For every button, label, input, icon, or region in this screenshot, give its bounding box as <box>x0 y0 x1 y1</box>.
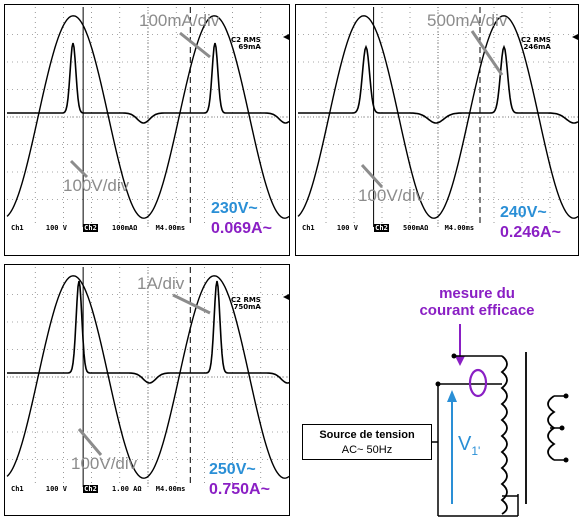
current-scale-label: 1A/div <box>137 274 185 293</box>
voltage-source-box: Source de tension AC~ 50Hz <box>302 424 432 460</box>
probe-pointer-arrowhead <box>455 356 465 366</box>
current-trace <box>298 44 579 124</box>
status-bar: Ch1 100 V Ch2 1.00 AΩ M4.00ms <box>11 485 186 493</box>
scope-screen-1 <box>6 7 290 227</box>
current-trace <box>7 42 290 124</box>
ch2-label: Ch2 <box>83 224 98 232</box>
ch2-scale: 1.00 AΩ <box>112 485 142 493</box>
source-line2: AC~ 50Hz <box>341 444 393 456</box>
voltage-label-v1: V1' <box>458 434 480 457</box>
ch1-label: Ch1 <box>11 224 24 232</box>
current-trace <box>7 280 290 384</box>
status-bar: Ch1 100 V Ch2 100mAΩ M4.00ms <box>11 224 186 232</box>
trigger-marker-icon <box>283 34 289 40</box>
voltage-symbol: V <box>458 433 472 455</box>
sec-terminal-1 <box>563 393 569 399</box>
voltage-trace <box>6 275 290 479</box>
rms-value: 69mA <box>238 43 261 52</box>
trigger-marker-icon <box>283 294 289 300</box>
circuit-diagram: mesure du courant efficace Source de ten… <box>290 264 579 520</box>
current-probe-icon <box>468 368 488 398</box>
current-scale-label: 500mA/div <box>427 11 508 30</box>
voltage-trace <box>6 15 290 219</box>
ch1-scale: 100 V <box>45 485 67 493</box>
source-line1: Source de tension <box>319 429 415 441</box>
voltage-reading: 230V~ <box>211 200 258 217</box>
voltage-arrow-head <box>447 390 457 402</box>
timebase: M4.00ms <box>155 485 186 493</box>
voltage-reading: 240V~ <box>500 204 547 221</box>
ch1-label: Ch1 <box>11 485 24 493</box>
sec-terminal-2 <box>563 457 569 463</box>
sec-terminal-3 <box>559 425 565 431</box>
trigger-marker-icon <box>572 34 578 40</box>
measure-label-line1: mesure du <box>439 285 515 302</box>
scope-screen-3 <box>6 267 290 487</box>
voltage-scale-pointer <box>360 163 384 189</box>
rms-readout: C2 RMS 750mA <box>231 296 261 312</box>
measure-label-line2: courant efficace <box>419 302 535 319</box>
ch2-label: Ch2 <box>374 224 389 232</box>
rms-title: C2 RMS <box>521 36 551 44</box>
rms-title: C2 RMS <box>231 36 261 44</box>
voltage-reading: 250V~ <box>209 461 256 478</box>
rms-value: 246mA <box>523 43 551 52</box>
voltage-scale-label: 100V/div <box>63 176 130 195</box>
ch2-scale: 500mAΩ <box>403 224 429 232</box>
primary-winding <box>500 355 508 515</box>
current-scale-pointer <box>179 31 211 59</box>
rms-readout: C2 RMS 69mA <box>231 36 261 52</box>
circuit-drawing <box>430 324 569 517</box>
voltage-scale-label: 100V/div <box>71 454 138 473</box>
ch1-label: Ch1 <box>302 224 315 232</box>
voltage-scale-pointer <box>77 428 103 456</box>
status-bar: Ch1 100 V Ch2 500mAΩ M4.00ms <box>302 224 475 232</box>
ch2-label: Ch2 <box>83 485 98 493</box>
ch1-scale: 100 V <box>336 224 358 232</box>
current-scale-pointer <box>470 30 504 76</box>
current-reading: 0.750A~ <box>209 481 270 498</box>
scope-panel-3: 1A/div 100V/div C2 RMS 750mA 250V~ 0.750… <box>4 264 290 516</box>
scope-panel-1: 100mA/div 100V/div C2 RMS 69mA 230V~ 0.0… <box>4 4 290 256</box>
timebase: M4.00ms <box>444 224 475 232</box>
current-reading: 0.069A~ <box>211 220 272 237</box>
ch2-scale: 100mAΩ <box>112 224 138 232</box>
voltage-trace <box>297 15 579 219</box>
rms-title: C2 RMS <box>231 296 261 304</box>
current-reading: 0.246A~ <box>500 224 561 241</box>
voltage-subscript: 1' <box>471 444 481 458</box>
ch1-scale: 100 V <box>45 224 67 232</box>
voltage-scale-pointer <box>69 159 89 179</box>
timebase: M4.00ms <box>155 224 186 232</box>
current-scale-label: 100mA/div <box>139 11 220 30</box>
scope-panel-2: 500mA/div 100V/div C2 RMS 246mA 240V~ 0.… <box>295 4 579 256</box>
scope-screen-2 <box>297 7 579 227</box>
measure-label: mesure du courant efficace <box>402 286 552 318</box>
voltage-scale-label: 100V/div <box>358 186 425 205</box>
current-scale-pointer <box>172 293 211 315</box>
rms-value: 750mA <box>233 303 261 312</box>
rms-readout: C2 RMS 246mA <box>521 36 551 52</box>
